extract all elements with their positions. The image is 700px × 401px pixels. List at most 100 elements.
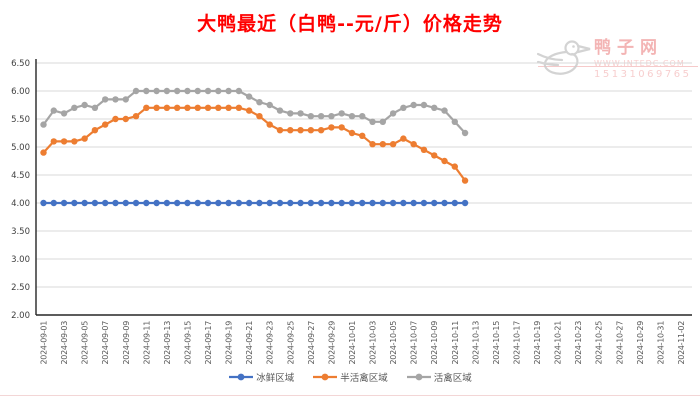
x-tick-label: 2024-10-03 [369, 321, 378, 365]
x-tick-label: 2024-11-02 [677, 321, 686, 365]
y-tick-label: 6.50 [11, 59, 30, 69]
series-point-半活禽区域 [328, 124, 335, 131]
legend-item-冰鲜区域: 冰鲜区域 [228, 370, 294, 384]
series-point-冰鲜区域 [204, 199, 212, 207]
x-tick-label: 2024-10-07 [410, 321, 419, 365]
y-tick-label: 2.00 [11, 311, 30, 321]
series-point-半活禽区域 [317, 127, 325, 134]
series-point-半活禽区域 [91, 127, 99, 134]
series-point-冰鲜区域 [143, 199, 150, 207]
series-point-半活禽区域 [369, 141, 376, 148]
x-tick-label: 2024-10-21 [554, 321, 563, 365]
x-tick-label: 2024-09-21 [245, 321, 254, 365]
x-tick-label: 2024-10-01 [348, 321, 357, 365]
y-tick-label: 5.50 [11, 115, 30, 125]
x-tick-label: 2024-09-15 [183, 321, 192, 365]
legend-marker-icon [229, 373, 254, 381]
series-point-冰鲜区域 [153, 199, 160, 207]
series-point-活禽区域 [173, 87, 181, 95]
legend-marker-icon [313, 373, 338, 381]
series-point-半活禽区域 [215, 104, 222, 112]
series-point-活禽区域 [235, 87, 243, 95]
series-point-半活禽区域 [410, 141, 417, 148]
series-point-活禽区域 [389, 110, 397, 117]
series-point-冰鲜区域 [359, 199, 366, 207]
x-tick-label: 2024-09-13 [163, 321, 172, 365]
y-tick-label: 3.00 [11, 255, 30, 265]
bottom-divider [0, 395, 700, 396]
series-point-冰鲜区域 [266, 199, 273, 207]
series-point-半活禽区域 [112, 115, 119, 123]
series-point-活禽区域 [204, 87, 212, 95]
series-point-半活禽区域 [60, 138, 68, 145]
series-point-冰鲜区域 [420, 199, 428, 207]
watermark-site-name: 鸭子网 [594, 38, 663, 58]
series-point-活禽区域 [71, 104, 78, 112]
series-point-半活禽区域 [50, 138, 57, 145]
series-point-冰鲜区域 [40, 199, 47, 207]
series-point-活禽区域 [317, 113, 325, 120]
x-tick-label: 2024-09-27 [307, 321, 316, 365]
x-tick-label: 2024-09-17 [204, 321, 213, 365]
series-point-活禽区域 [184, 87, 191, 95]
y-tick-label: 4.50 [11, 171, 30, 181]
series-point-半活禽区域 [287, 127, 294, 134]
series-point-半活禽区域 [163, 104, 171, 112]
y-tick-label: 6.00 [11, 87, 30, 97]
series-point-活禽区域 [122, 96, 129, 103]
series-point-冰鲜区域 [389, 199, 397, 207]
series-point-活禽区域 [431, 104, 438, 112]
series-point-活禽区域 [338, 110, 345, 117]
series-point-活禽区域 [153, 87, 160, 95]
series-point-冰鲜区域 [328, 199, 335, 207]
series-point-半活禽区域 [276, 127, 284, 134]
series-point-冰鲜区域 [338, 199, 345, 207]
series-point-冰鲜区域 [369, 199, 376, 207]
series-point-活禽区域 [461, 129, 469, 137]
series-point-冰鲜区域 [400, 199, 407, 207]
series-point-活禽区域 [256, 99, 263, 106]
series-point-冰鲜区域 [297, 199, 304, 207]
series-point-半活禽区域 [143, 104, 150, 112]
series-point-半活禽区域 [451, 163, 458, 170]
series-point-冰鲜区域 [287, 199, 294, 207]
x-tick-label: 2024-10-17 [512, 321, 521, 365]
series-point-活禽区域 [132, 87, 140, 95]
series-point-活禽区域 [297, 110, 304, 117]
series-point-冰鲜区域 [225, 199, 232, 207]
y-tick-label: 5.00 [11, 143, 30, 153]
series-point-活禽区域 [91, 104, 99, 112]
series-point-冰鲜区域 [112, 199, 119, 207]
series-point-半活禽区域 [256, 113, 263, 120]
series-point-冰鲜区域 [245, 199, 253, 207]
series-point-半活禽区域 [266, 121, 273, 128]
series-point-冰鲜区域 [163, 199, 171, 207]
chart-title: 大鸭最近（白鸭--元/斤）价格走势 [197, 13, 503, 35]
y-tick-label: 4.00 [11, 199, 30, 209]
x-tick-label: 2024-09-03 [60, 321, 69, 365]
series-point-半活禽区域 [307, 127, 315, 134]
x-tick-label: 2024-09-29 [327, 321, 336, 365]
series-point-半活禽区域 [173, 104, 181, 112]
duck-logo-icon [536, 36, 592, 88]
series-point-活禽区域 [369, 118, 376, 126]
chart-legend: 冰鲜区域 半活禽区域 活禽区域 [0, 370, 700, 384]
series-point-半活禽区域 [235, 104, 243, 112]
x-tick-label: 2024-09-01 [40, 321, 49, 365]
x-tick-label: 2024-09-23 [266, 321, 275, 365]
series-point-半活禽区域 [184, 104, 191, 112]
series-point-活禽区域 [359, 113, 366, 120]
series-point-活禽区域 [112, 96, 119, 103]
series-point-冰鲜区域 [307, 199, 315, 207]
series-point-活禽区域 [451, 118, 458, 126]
series-point-半活禽区域 [81, 135, 88, 142]
series-point-冰鲜区域 [122, 199, 129, 207]
series-point-活禽区域 [143, 87, 150, 95]
watermark-underline [538, 66, 698, 67]
watermark-phone: 15131069765 [594, 69, 692, 80]
x-tick-label: 2024-09-19 [225, 321, 234, 365]
series-point-冰鲜区域 [379, 199, 387, 207]
series-point-活禽区域 [163, 87, 171, 95]
series-point-活禽区域 [215, 87, 222, 95]
x-tick-label: 2024-10-29 [636, 321, 645, 365]
